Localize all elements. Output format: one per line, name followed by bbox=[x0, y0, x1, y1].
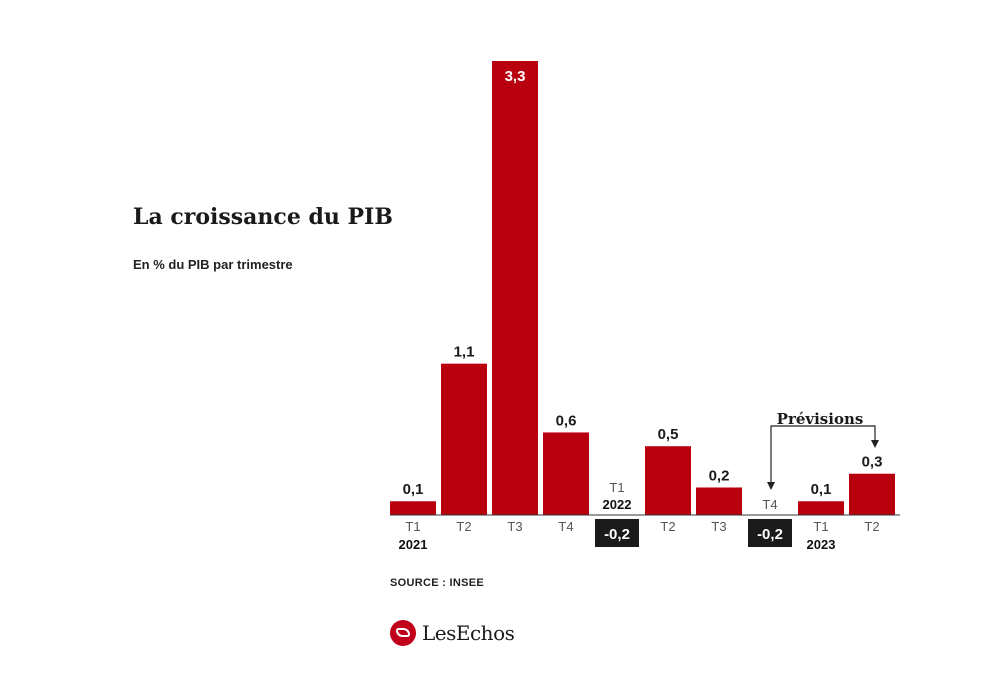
bar bbox=[543, 432, 589, 515]
tick-label: T3 bbox=[711, 519, 726, 534]
tick-label: T1 bbox=[609, 480, 624, 495]
value-label: 0,1 bbox=[403, 481, 424, 498]
brand-name: LesEchos bbox=[422, 621, 515, 645]
forecast-annotation-label: Prévisions bbox=[777, 410, 864, 428]
tick-label: T1 bbox=[813, 519, 828, 534]
value-label: -0,2 bbox=[757, 526, 783, 543]
tick-label: T2 bbox=[864, 519, 879, 534]
value-label: 0,2 bbox=[709, 467, 730, 484]
tick-label: T2 bbox=[660, 519, 675, 534]
year-label: 2021 bbox=[399, 537, 428, 552]
bar bbox=[645, 446, 691, 515]
forecast-annotation: Prévisions bbox=[767, 410, 879, 490]
bar bbox=[492, 61, 538, 515]
value-label: 1,1 bbox=[454, 344, 475, 361]
bar bbox=[441, 363, 487, 515]
bar bbox=[798, 501, 844, 515]
bar bbox=[696, 487, 742, 515]
les-echos-logo-icon bbox=[390, 620, 416, 646]
value-label: -0,2 bbox=[604, 526, 630, 543]
negative-value-box bbox=[595, 519, 639, 547]
tick-label: T2 bbox=[456, 519, 471, 534]
bars-group bbox=[390, 61, 895, 547]
forecast-bracket-icon bbox=[770, 425, 876, 441]
bar bbox=[390, 501, 436, 515]
tick-label: T4 bbox=[762, 497, 777, 512]
labels-group: 0,1 T1 2021 1,1 T2 3,3 T3 0,6 T4 -0,2 T1 2022 0,5 T2 0… bbox=[399, 68, 883, 552]
chart-title: La croissance du PIB bbox=[133, 204, 393, 230]
value-label: 0,5 bbox=[658, 426, 679, 443]
negative-value-box bbox=[748, 519, 792, 547]
source-note: SOURCE : INSEE bbox=[390, 577, 485, 589]
arrow-down-icon bbox=[767, 482, 775, 490]
year-label: 2023 bbox=[807, 537, 836, 552]
value-label: 0,1 bbox=[811, 481, 832, 498]
tick-label: T1 bbox=[405, 519, 420, 534]
year-label: 2022 bbox=[603, 497, 632, 512]
tick-label: T3 bbox=[507, 519, 522, 534]
tick-label: T4 bbox=[558, 519, 573, 534]
arrow-down-icon bbox=[871, 440, 879, 448]
chart-subtitle: En % du PIB par trimestre bbox=[133, 257, 293, 272]
value-label: 3,3 bbox=[505, 68, 526, 85]
value-label: 0,6 bbox=[556, 412, 577, 429]
brand: LesEchos bbox=[390, 620, 515, 646]
bar bbox=[849, 473, 895, 515]
value-label: 0,3 bbox=[862, 454, 883, 471]
